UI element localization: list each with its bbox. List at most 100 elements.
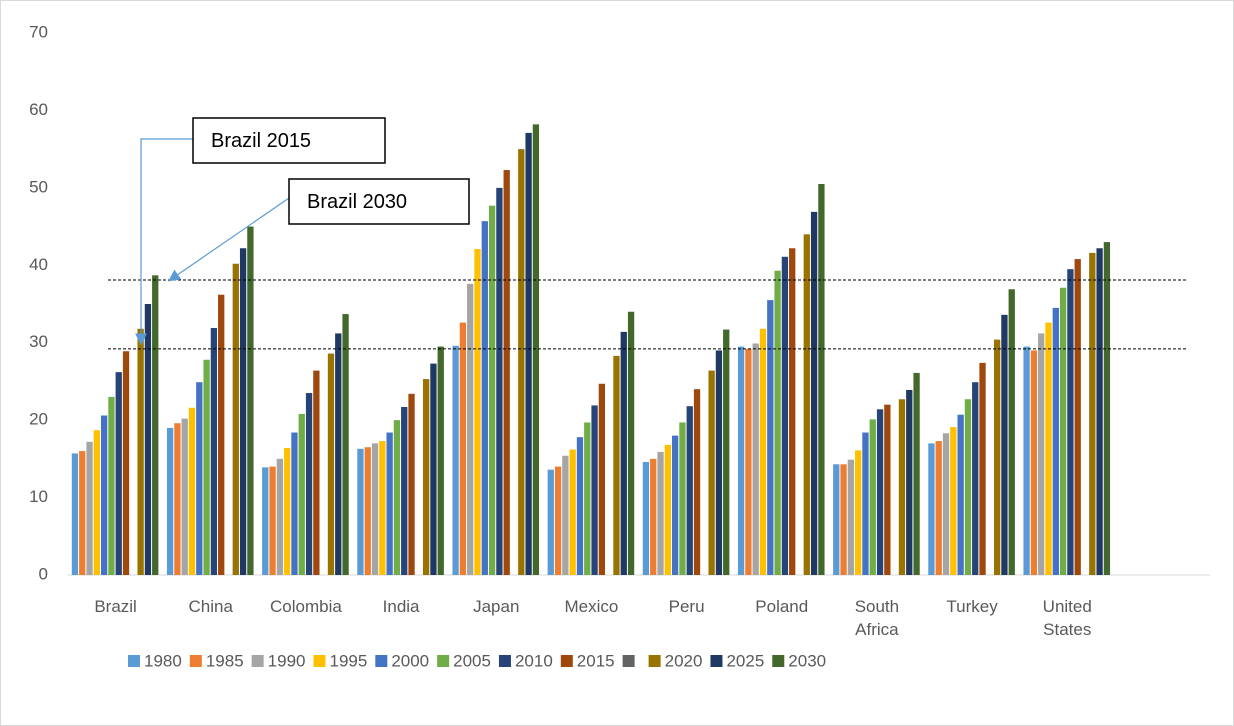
annotation-text: Brazil 2030: [307, 191, 407, 213]
y-tick-label: 70: [29, 22, 48, 41]
bar: [100, 415, 108, 575]
bar: [86, 441, 93, 575]
bar: [979, 362, 986, 575]
bar: [862, 432, 869, 575]
bar: [913, 372, 920, 575]
annotation-text: Brazil 2015: [211, 130, 311, 152]
bar: [686, 406, 693, 575]
bar: [488, 205, 496, 575]
legend-swatch: [498, 655, 511, 667]
bar: [993, 339, 1001, 575]
x-tick-label: United States: [1042, 597, 1092, 639]
bar: [942, 433, 950, 575]
bar: [964, 399, 972, 575]
x-tick-label: Poland: [755, 597, 809, 616]
legend-label: 2010: [515, 651, 553, 670]
bar: [737, 346, 745, 575]
bar: [884, 404, 891, 575]
bar: [422, 379, 430, 575]
bar: [166, 427, 174, 575]
bar: [386, 432, 393, 575]
bar: [847, 459, 855, 575]
bar: [833, 464, 840, 575]
bar: [298, 413, 305, 575]
legend-label: 2025: [726, 651, 764, 670]
bar: [305, 393, 313, 575]
legend-swatch: [251, 655, 264, 667]
bar: [950, 427, 957, 575]
legend-swatch: [772, 655, 785, 667]
bar: [452, 345, 459, 575]
annotation-arrow: [168, 197, 290, 282]
bar: [620, 331, 627, 575]
bar: [1008, 289, 1015, 575]
bar: [1103, 242, 1111, 576]
bar: [284, 448, 291, 575]
bar: [767, 300, 774, 575]
bar: [269, 466, 276, 575]
bar: [671, 435, 679, 575]
bar: [342, 314, 349, 575]
bar: [759, 328, 767, 575]
bar: [525, 132, 532, 575]
y-tick-label: 10: [29, 487, 48, 506]
bar: [723, 329, 730, 575]
bar: [789, 248, 796, 575]
bar: [371, 443, 379, 575]
legend-label: 1995: [329, 651, 367, 670]
bar: [174, 423, 181, 575]
bar: [810, 211, 818, 576]
bar: [569, 449, 576, 575]
bar: [774, 270, 781, 575]
bar: [188, 407, 196, 575]
bar: [554, 466, 562, 575]
bar: [642, 461, 650, 575]
bar: [935, 441, 942, 575]
y-tick-label: 40: [29, 255, 48, 274]
bar: [928, 443, 935, 575]
bar: [496, 187, 503, 575]
bar: [181, 418, 188, 575]
bar: [972, 382, 979, 575]
bar: [232, 263, 239, 575]
bar: [584, 422, 591, 575]
bar: [459, 322, 467, 575]
bar: [335, 333, 342, 575]
x-tick-label: Japan: [473, 597, 520, 616]
bar: [313, 370, 320, 575]
x-tick-label: Mexico: [564, 597, 619, 616]
bar: [503, 170, 510, 575]
legend-swatch: [437, 655, 450, 667]
legend-swatch: [710, 655, 723, 667]
bar: [291, 432, 298, 575]
bar: [518, 149, 525, 575]
annotation-arrow: [135, 138, 193, 346]
bar: [906, 389, 913, 575]
bar: [1023, 346, 1030, 575]
bar: [781, 256, 789, 575]
bar: [562, 455, 569, 575]
bar: [708, 370, 715, 575]
bar: [408, 393, 415, 575]
bar: [591, 405, 598, 575]
legend-label: 2015: [577, 651, 615, 670]
bar: [196, 382, 203, 575]
bar: [357, 448, 364, 575]
bar: [1096, 248, 1103, 575]
bar: [898, 399, 906, 575]
bar: [855, 450, 862, 575]
legend-label: 2005: [453, 651, 491, 670]
bar: [1001, 314, 1008, 575]
bar: [627, 311, 635, 575]
legend-swatch: [622, 655, 635, 667]
bar: [437, 346, 444, 575]
bar: [1045, 322, 1052, 575]
bar: [1038, 333, 1045, 575]
legend-label: 1985: [206, 651, 244, 670]
bar: [1089, 252, 1096, 575]
bar: [693, 389, 701, 575]
bar: [203, 359, 210, 575]
y-tick-label: 20: [29, 410, 48, 429]
y-tick-label: 30: [29, 332, 48, 351]
bar: [401, 406, 408, 575]
